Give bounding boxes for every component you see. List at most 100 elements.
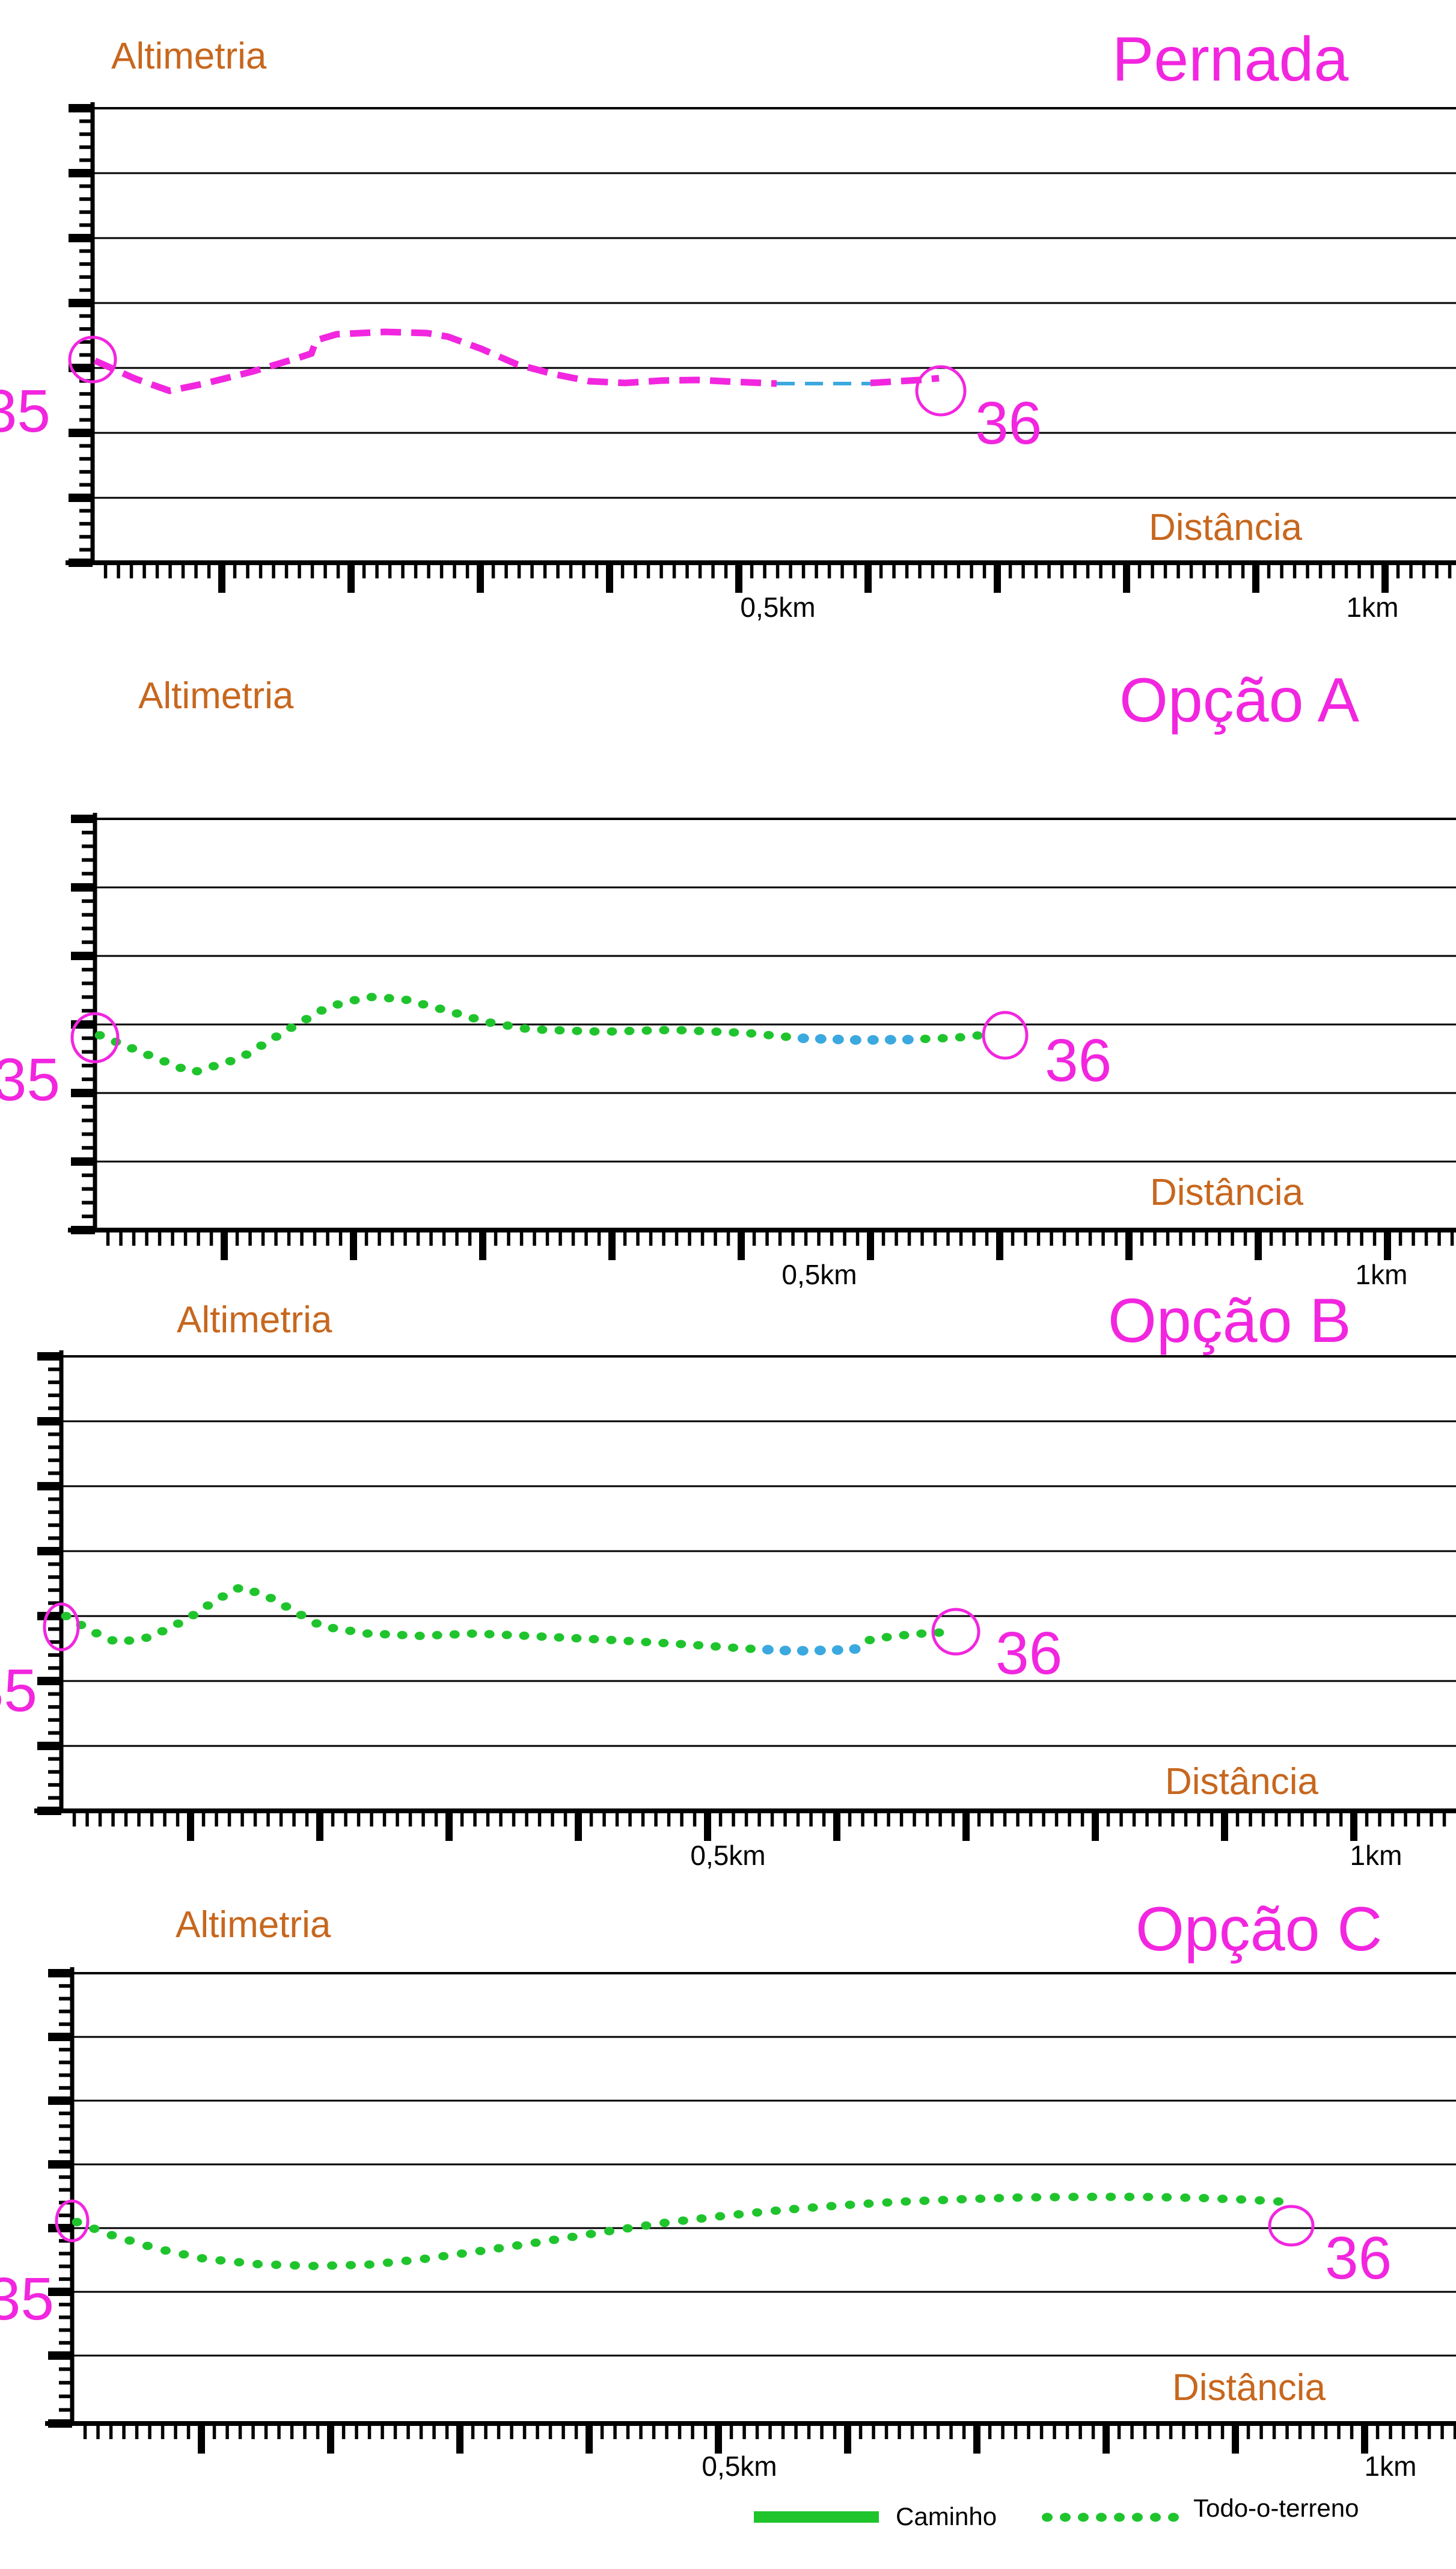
x-minor-tick [768, 2426, 772, 2439]
route-dot-green [379, 1630, 390, 1639]
x-minor-tick [615, 1813, 619, 1826]
x-minor-tick [142, 565, 146, 578]
x-minor-tick [789, 565, 792, 578]
x-minor-tick [584, 1232, 588, 1246]
x-minor-tick [150, 1813, 154, 1826]
x-tick-label-halfkm: 0,5km [782, 1259, 857, 1290]
y-minor-tick [82, 1118, 95, 1122]
x-minor-tick [913, 1813, 916, 1826]
x-minor-tick [388, 565, 392, 578]
route-dot-green [994, 2194, 1005, 2203]
x-minor-tick [563, 1813, 567, 1826]
x-minor-tick [406, 2426, 410, 2439]
x-minor-tick [1334, 1232, 1338, 1246]
x-minor-tick [923, 2426, 927, 2439]
route-dot-blue [797, 1646, 809, 1656]
route-dot-green [916, 1629, 927, 1638]
route-dot-green [1031, 2193, 1042, 2202]
x-minor-tick [548, 2426, 552, 2439]
route-dot-green [826, 2202, 837, 2211]
y-minor-tick [48, 1601, 61, 1605]
y-minor-tick [79, 223, 93, 227]
x-minor-tick [1086, 565, 1090, 578]
y-minor-tick [59, 2328, 72, 2332]
x-minor-tick [936, 2426, 940, 2439]
x-minor-tick [1313, 1813, 1317, 1826]
x-major-tick [844, 2426, 851, 2454]
route-dot-green [641, 1638, 652, 1647]
route-dot-green [401, 996, 412, 1005]
route-dot-blue [831, 1645, 843, 1655]
x-minor-tick [1274, 1813, 1278, 1826]
x-minor-tick [892, 565, 896, 578]
x-minor-tick [1119, 1813, 1123, 1826]
x-minor-tick [1197, 1813, 1201, 1826]
route-dot-green [382, 2258, 393, 2267]
x-minor-tick [1442, 1813, 1446, 1826]
route-dot-green [141, 1634, 151, 1643]
x-minor-tick [1401, 2426, 1406, 2439]
route-dot-green [641, 2221, 652, 2230]
y-minor-tick [79, 444, 93, 448]
x-minor-tick [522, 2426, 527, 2439]
route-dot-green [641, 1026, 652, 1035]
x-major-tick [1123, 565, 1130, 593]
y-minor-tick [79, 275, 93, 279]
x-minor-tick [1062, 1232, 1066, 1246]
route-dot-green [234, 2258, 245, 2267]
x-minor-tick [1099, 565, 1103, 578]
y-major-tick [71, 952, 95, 960]
y-minor-tick [59, 2009, 72, 2013]
x-axis-label: Distância [1150, 1172, 1304, 1213]
y-major-tick [71, 1157, 95, 1166]
x-minor-tick [956, 565, 961, 578]
route-dot-green [366, 993, 377, 1002]
x-minor-tick [310, 565, 314, 578]
y-minor-tick [79, 119, 93, 123]
x-minor-tick [427, 565, 430, 578]
route-dot-green [296, 1611, 307, 1620]
x-minor-tick [1450, 1232, 1454, 1246]
x-minor-tick [1416, 1813, 1421, 1826]
route-dot-green [308, 2262, 319, 2270]
x-minor-tick [820, 2426, 824, 2439]
route-dot-green [659, 2218, 670, 2228]
route-dot-blue [815, 1034, 827, 1044]
x-minor-tick [519, 1232, 524, 1246]
y-minor-tick [48, 1445, 61, 1450]
route-dot-green [733, 2210, 744, 2219]
route-dot-blue [884, 1035, 896, 1045]
route-dot-green [384, 994, 394, 1003]
x-minor-tick [1344, 565, 1348, 578]
route-dot-green [745, 1644, 756, 1653]
y-minor-tick [79, 353, 93, 357]
start-control-number: 35 [0, 1046, 60, 1113]
x-minor-tick [691, 2426, 694, 2439]
route-dot-green [249, 1587, 260, 1596]
x-minor-tick [266, 1813, 270, 1826]
x-minor-tick [1176, 565, 1180, 578]
x-minor-tick [158, 1232, 162, 1246]
end-control-circle [931, 1608, 980, 1656]
x-minor-tick [227, 1813, 231, 1826]
route-dot-green [414, 1631, 425, 1640]
y-minor-tick [59, 2175, 72, 2179]
x-minor-tick [124, 1813, 128, 1826]
route-dot-green [752, 2208, 762, 2217]
end-control-number: 36 [1045, 1027, 1112, 1094]
x-minor-tick [161, 2426, 165, 2439]
route-dot-green [1068, 2193, 1079, 2202]
route-dot-green [864, 1635, 875, 1644]
x-minor-tick [96, 2426, 100, 2439]
x-minor-tick [1372, 1232, 1377, 1246]
route-dot-green [345, 1626, 356, 1635]
x-minor-tick [972, 1232, 976, 1246]
x-minor-tick [698, 565, 702, 578]
x-minor-tick [1008, 565, 1012, 578]
x-minor-tick [135, 2426, 139, 2439]
route-dot-green [485, 1018, 496, 1027]
route-dot-green [475, 2247, 486, 2256]
route-dot-green [286, 1023, 296, 1032]
x-major-tick [1384, 1232, 1391, 1260]
